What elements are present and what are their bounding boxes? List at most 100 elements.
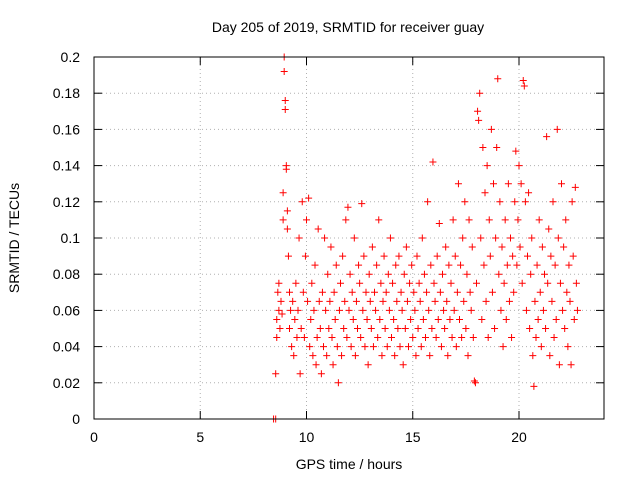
data-point [368,243,376,251]
data-point [280,67,288,75]
y-axis-label: SRMTID / TECUs [6,183,22,293]
data-point [395,252,403,260]
data-point [373,261,381,269]
data-point [544,279,552,287]
data-point [273,334,281,342]
data-point [413,252,421,260]
data-point [405,343,412,351]
y-tick-label: 0.12 [53,194,80,210]
x-tick-label: 10 [299,429,315,445]
data-point [278,310,286,318]
data-point [342,216,350,224]
data-point [535,216,543,224]
data-point [415,279,423,287]
data-point [516,243,524,251]
data-point [275,306,283,314]
data-point [320,343,327,351]
data-point [546,352,554,360]
data-point [330,288,338,296]
data-point [536,288,544,296]
data-point [465,216,473,224]
data-point [428,325,436,332]
data-point [323,352,331,360]
data-point [571,183,579,191]
data-point [461,198,469,206]
data-point [337,279,344,287]
data-point [543,133,551,141]
data-point [339,252,347,260]
data-point [479,144,487,151]
data-point [406,279,414,287]
data-point [325,325,333,332]
y-axis: 0 0.02 0.04 0.06 0.08 0.1 0.12 0.14 0.16 0.18 0.2 [53,49,604,427]
data-point [366,297,374,305]
data-point [384,270,392,278]
data-point [488,288,496,296]
x-axis-label: GPS time / hours [296,456,403,472]
data-point [463,270,471,278]
data-point [537,343,545,351]
data-point [394,325,402,332]
data-point [471,379,479,387]
data-point [573,306,581,314]
data-point [520,82,528,90]
data-point [304,297,312,305]
data-point [439,270,446,278]
data-point [294,306,302,314]
data-point [346,270,354,278]
data-point [565,261,573,269]
data-point [499,343,507,351]
data-point [518,279,526,287]
data-point [486,252,494,260]
data-point [556,279,564,287]
data-point [321,234,329,242]
data-point [372,306,380,314]
data-point [469,334,477,342]
data-point [385,306,393,314]
data-point [410,288,418,296]
data-point [377,279,385,287]
data-point [386,234,394,242]
data-point [367,325,375,332]
data-point [274,288,282,296]
data-point [502,315,510,323]
y-tick-label: 0.08 [53,266,80,282]
data-point [549,198,557,206]
data-point [300,334,308,342]
data-point [477,234,485,242]
data-point [397,288,405,296]
data-point [331,315,339,323]
data-point [359,306,367,314]
data-point [357,334,365,342]
data-point [338,352,346,360]
data-point [456,315,463,323]
data-point [551,261,559,269]
data-point [317,370,325,378]
data-point [356,279,364,287]
data-point [312,361,320,369]
data-point [371,288,378,296]
data-point [513,261,521,269]
data-point [449,216,457,224]
data-point [283,207,291,215]
data-point [315,297,323,305]
data-point [293,334,301,342]
data-point [457,261,465,269]
data-point [430,279,438,287]
grid [94,57,604,419]
y-tick-label: 0.14 [53,158,80,174]
data-point [401,325,409,332]
data-point [531,297,539,305]
data-point [281,105,289,113]
data-point [334,379,342,387]
data-point [474,107,482,115]
data-point [376,315,384,323]
data-point [504,180,512,188]
data-point [389,279,397,287]
data-point [288,343,296,351]
data-point [538,243,546,251]
data-point [532,334,540,342]
data-point [497,306,505,314]
data-point [448,334,456,342]
data-point [464,352,472,360]
